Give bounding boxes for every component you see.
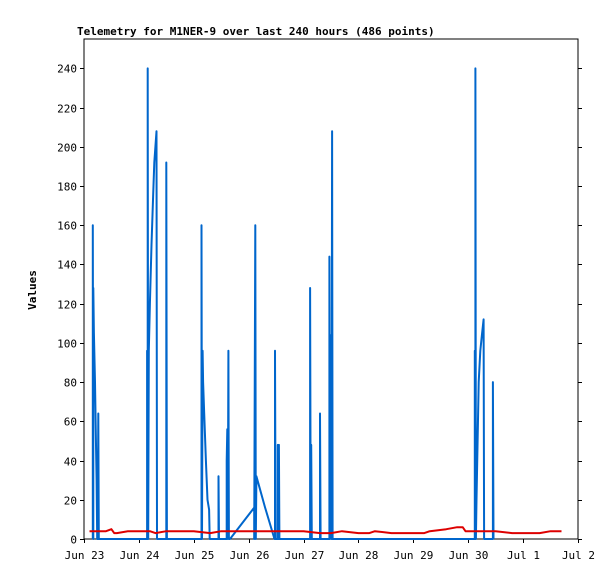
x-tick-label-6: Jun 29 xyxy=(394,549,434,562)
x-tick-label-3: Jun 26 xyxy=(230,549,270,562)
y-tick-label-0: 0 xyxy=(70,534,77,547)
y-tick-label-12: 240 xyxy=(57,63,77,76)
x-tick-label-0: Jun 23 xyxy=(65,549,105,562)
y-tick-label-3: 60 xyxy=(64,416,77,429)
y-tick-label-9: 180 xyxy=(57,181,77,194)
y-tick-label-11: 220 xyxy=(57,103,77,116)
y-axis-label: Values xyxy=(26,270,39,310)
x-tick-label-7: Jun 30 xyxy=(449,549,489,562)
y-tick-label-1: 20 xyxy=(64,495,77,508)
y-tick-label-4: 80 xyxy=(64,377,77,390)
y-tick-label-7: 140 xyxy=(57,259,77,272)
x-tick-label-9: Jul 2 xyxy=(562,549,595,562)
y-tick-label-2: 40 xyxy=(64,456,77,469)
plot-area: 0 20 40 60 80 100 120 140 160 180 200 220 240 Jun 23 J… xyxy=(57,38,595,562)
x-tick-label-4: Jun 27 xyxy=(285,549,325,562)
x-tick-label-8: Jul 1 xyxy=(507,549,540,562)
x-tick-label-2: Jun 25 xyxy=(175,549,215,562)
chart-title: Telemetry for M1NER-9 over last 240 hour… xyxy=(77,25,435,38)
y-tick-label-8: 160 xyxy=(57,220,77,233)
x-tick-label-1: Jun 24 xyxy=(120,549,160,562)
series-line-1 xyxy=(89,526,562,535)
x-tick-label-5: Jun 28 xyxy=(339,549,379,562)
series-line-0 xyxy=(91,67,495,540)
y-tick-label-5: 100 xyxy=(57,338,77,351)
y-tick-label-6: 120 xyxy=(57,299,77,312)
y-tick-label-10: 200 xyxy=(57,142,77,155)
